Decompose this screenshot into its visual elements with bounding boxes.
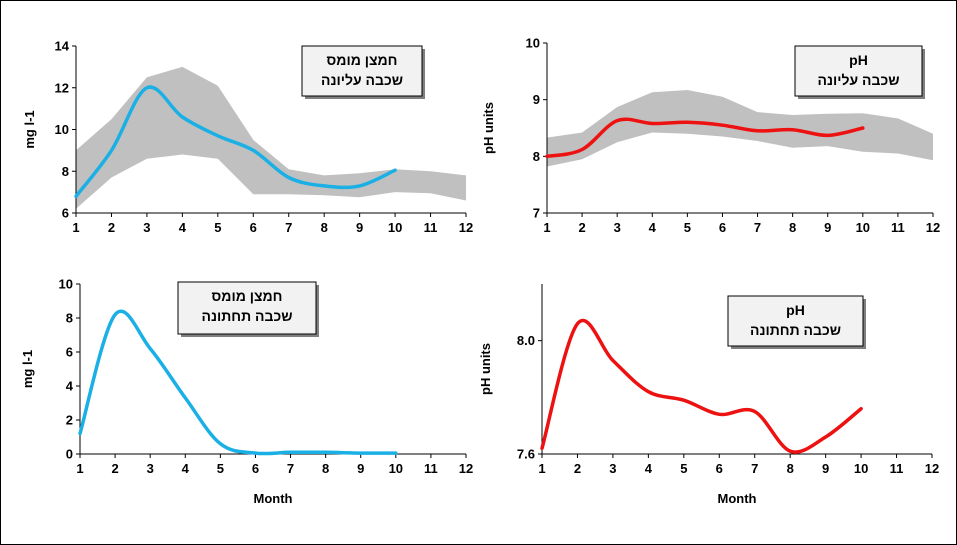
x-tick-label: 1 <box>538 461 545 476</box>
x-tick-label: 11 <box>891 220 905 235</box>
y-tick-label: 0 <box>66 447 73 462</box>
x-tick-label: 10 <box>389 461 403 476</box>
x-tick-label: 2 <box>578 220 585 235</box>
x-tick-label: 3 <box>614 220 621 235</box>
y-axis-label: pH units <box>481 102 496 154</box>
y-tick-label: 9 <box>533 92 540 107</box>
y-tick-label: 6 <box>66 345 73 360</box>
series-line <box>545 117 865 159</box>
x-tick-label: 6 <box>250 220 257 235</box>
y-tick-label: 7.6 <box>517 447 535 462</box>
x-tick-label: 4 <box>182 461 190 476</box>
x-tick-label: 10 <box>854 461 868 476</box>
x-tick-label: 1 <box>72 220 79 235</box>
y-tick-label: 10 <box>526 36 540 51</box>
x-tick-label: 5 <box>680 461 687 476</box>
title-box <box>301 45 423 97</box>
chart-title-line: pH <box>849 52 868 68</box>
chart-title-line: חמצן מומס <box>212 288 283 304</box>
series-line <box>74 85 397 199</box>
y-tick-label: 6 <box>62 206 69 221</box>
x-tick-label: 2 <box>111 461 118 476</box>
x-tick-label: 6 <box>252 461 259 476</box>
x-tick-label: 9 <box>824 220 831 235</box>
x-tick-label: 12 <box>926 220 940 235</box>
y-tick-label: 4 <box>66 379 74 394</box>
x-tick-label: 4 <box>179 220 187 235</box>
series-line <box>540 318 863 454</box>
x-tick-label: 5 <box>214 220 221 235</box>
y-tick-label: 10 <box>55 122 69 137</box>
x-tick-label: 3 <box>147 461 154 476</box>
x-tick-label: 10 <box>388 220 402 235</box>
x-tick-label: 3 <box>609 461 616 476</box>
x-tick-label: 3 <box>143 220 150 235</box>
x-tick-label: 4 <box>649 220 657 235</box>
x-tick-label: 8 <box>787 461 794 476</box>
y-tick-label: 10 <box>59 277 73 292</box>
x-tick-label: 1 <box>543 220 550 235</box>
x-tick-label: 12 <box>925 461 939 476</box>
chart-title-line: חמצן מומס <box>327 52 398 68</box>
x-tick-label: 11 <box>424 220 438 235</box>
x-tick-label: 8 <box>321 220 328 235</box>
x-tick-label: 5 <box>217 461 224 476</box>
chart-title-line: שכבה עליונה <box>818 72 900 88</box>
x-tick-label: 7 <box>754 220 761 235</box>
x-tick-label: 8 <box>789 220 796 235</box>
y-tick-label: 8 <box>66 311 73 326</box>
chart-title-line: שכבה תחתונה <box>202 308 293 324</box>
x-tick-label: 4 <box>645 461 653 476</box>
x-tick-label: 11 <box>890 461 904 476</box>
y-tick-label: 7 <box>533 206 540 221</box>
x-tick-label: 6 <box>716 461 723 476</box>
x-tick-label: 9 <box>357 461 364 476</box>
chart-title-line: שכבה עליונה <box>321 72 403 88</box>
x-tick-label: 5 <box>684 220 691 235</box>
y-tick-label: 8 <box>533 149 540 164</box>
series-line <box>78 309 398 456</box>
chart-title-line: pH <box>786 302 805 318</box>
y-tick-label: 8.0 <box>517 333 535 348</box>
y-tick-label: 2 <box>66 413 73 428</box>
range-band <box>76 66 466 209</box>
x-tick-label: 7 <box>285 220 292 235</box>
x-tick-label: 9 <box>356 220 363 235</box>
x-tick-label: 7 <box>751 461 758 476</box>
title-box <box>727 295 864 347</box>
y-tick-label: 8 <box>62 164 69 179</box>
x-tick-label: 12 <box>459 461 473 476</box>
x-tick-label: 1 <box>76 461 83 476</box>
x-tick-label: 2 <box>574 461 581 476</box>
x-axis-label: Month <box>718 491 757 506</box>
title-box <box>794 45 923 97</box>
x-tick-label: 9 <box>822 461 829 476</box>
y-tick-label: 14 <box>55 39 70 54</box>
x-tick-label: 12 <box>459 220 473 235</box>
title-box <box>177 281 317 335</box>
x-tick-label: 10 <box>856 220 870 235</box>
chart-title-line: שכבה תחתונה <box>750 322 841 338</box>
x-tick-label: 2 <box>108 220 115 235</box>
x-tick-label: 6 <box>719 220 726 235</box>
x-axis-label: Month <box>254 491 293 506</box>
x-tick-label: 8 <box>322 461 329 476</box>
y-axis-label: mg l-1 <box>22 110 37 148</box>
y-axis-label: pH units <box>478 343 493 395</box>
x-tick-label: 11 <box>424 461 438 476</box>
x-tick-label: 7 <box>287 461 294 476</box>
y-tick-label: 12 <box>55 80 69 95</box>
y-axis-label: mg l-1 <box>20 350 35 388</box>
